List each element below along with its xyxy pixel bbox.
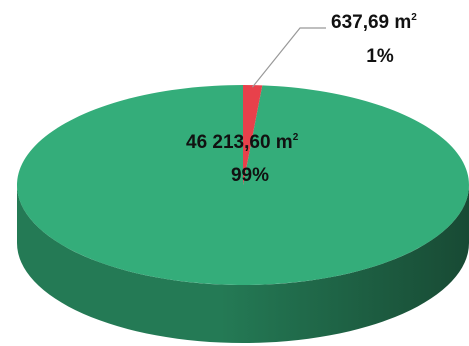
slice-1-top (243, 85, 263, 185)
pie-top-face (16, 84, 469, 286)
slice-0-top (16, 84, 469, 286)
slice-0-side (17, 185, 469, 343)
slice-1-percent-label: 1% (366, 46, 394, 67)
slice-0-percent-label: 99% (231, 165, 269, 186)
leader-line (252, 27, 326, 88)
slice-1-value-label: 637,69 m2 (331, 12, 417, 33)
pie-side-wall (17, 185, 469, 343)
slice-0-unit-sup: 2 (293, 132, 299, 143)
slice-0-value-label: 46 213,60 m2 (186, 132, 299, 153)
slice-1-unit-sup: 2 (411, 12, 417, 23)
